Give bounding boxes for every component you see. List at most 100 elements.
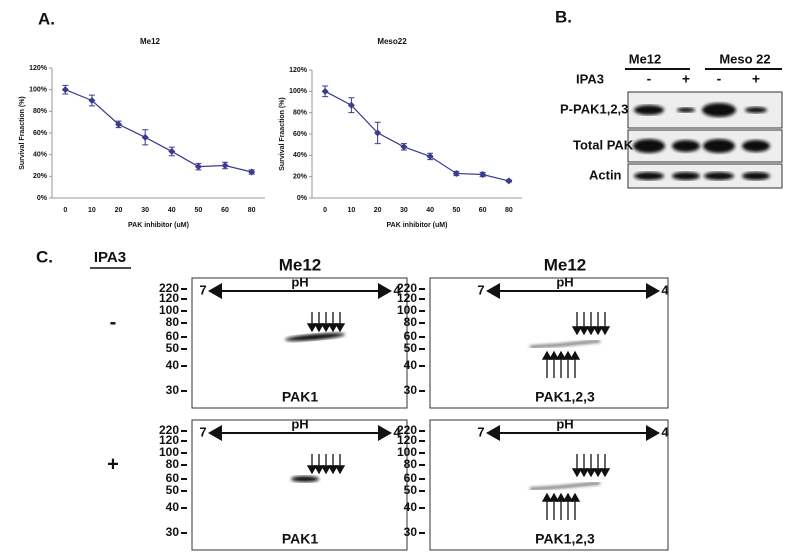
treatment-label: IPA3 xyxy=(576,71,604,86)
x-tick-label: 80 xyxy=(248,207,256,214)
marker-label: 40 xyxy=(404,358,418,372)
x-tick-label: 40 xyxy=(426,207,434,214)
ph-left: 7 xyxy=(477,424,484,439)
marker-label: 50 xyxy=(166,341,180,355)
y-tick-label: 100% xyxy=(289,88,308,95)
panel-label: C. xyxy=(36,247,53,266)
blot-title: Me12 xyxy=(279,255,322,274)
marker-label: 30 xyxy=(166,383,180,397)
row-label: P-PAK1,2,3 xyxy=(560,101,628,116)
x-tick-label: 0 xyxy=(323,207,327,214)
ph-left: 7 xyxy=(199,424,206,439)
marker-label: 220 xyxy=(159,281,179,295)
marker xyxy=(115,120,123,128)
x-tick-label: 10 xyxy=(88,207,96,214)
marker xyxy=(426,152,434,160)
x-tick-label: 40 xyxy=(168,207,176,214)
marker xyxy=(400,143,408,151)
gel-box xyxy=(191,277,408,409)
y-tick-label: 120% xyxy=(289,67,308,74)
treatment: - xyxy=(717,71,722,87)
band xyxy=(745,107,767,113)
marker-label: 80 xyxy=(166,315,180,329)
treatment: + xyxy=(752,71,760,87)
spot xyxy=(291,476,319,482)
ph-label: pH xyxy=(556,416,573,431)
y-tick-label: 100% xyxy=(29,87,48,94)
ph-right: 4 xyxy=(393,424,401,439)
marker-label: 80 xyxy=(166,457,180,471)
marker xyxy=(505,177,513,185)
protein-label: PAK1,2,3 xyxy=(535,389,595,405)
band xyxy=(742,172,770,180)
gel-box xyxy=(429,419,669,551)
ph-label: pH xyxy=(291,274,308,289)
treatment-label: IPA3 xyxy=(94,249,126,266)
ph-label: pH xyxy=(556,274,573,289)
marker xyxy=(347,101,355,109)
ph-label: pH xyxy=(291,416,308,431)
x-tick-label: 60 xyxy=(221,207,229,214)
marker xyxy=(374,129,382,137)
marker-label: 100 xyxy=(397,303,417,317)
row-label: Total PAK xyxy=(573,137,634,152)
band xyxy=(677,107,695,113)
band xyxy=(702,103,736,117)
line xyxy=(324,90,510,182)
marker-label: 220 xyxy=(159,423,179,437)
x-tick-label: 10 xyxy=(347,207,355,214)
cell-line: Meso 22 xyxy=(719,51,770,66)
band xyxy=(633,139,665,153)
band xyxy=(672,140,700,152)
band xyxy=(672,172,700,180)
protein-label: PAK1,2,3 xyxy=(535,531,595,547)
x-tick-label: 50 xyxy=(195,207,203,214)
x-tick-label: 20 xyxy=(115,207,123,214)
y-tick-label: 120% xyxy=(29,65,48,72)
protein-label: PAK1 xyxy=(282,389,319,405)
row-label: Actin xyxy=(589,167,622,182)
y-tick-label: 40% xyxy=(293,152,308,159)
band xyxy=(704,172,734,180)
y-axis-label: Survival Fraaction (%) xyxy=(279,97,286,171)
ph-left: 7 xyxy=(199,282,206,297)
marker-label: 80 xyxy=(404,315,418,329)
x-axis-label: PAK inhibitor (uM) xyxy=(387,222,448,229)
treatment: - xyxy=(647,71,652,87)
x-tick-label: 60 xyxy=(479,207,487,214)
marker-label: 120 xyxy=(159,433,179,447)
ph-right: 4 xyxy=(661,424,669,439)
y-tick-label: 20% xyxy=(33,173,48,180)
chart-title: Meso22 xyxy=(377,37,407,46)
marker-label: 60 xyxy=(404,471,418,485)
marker-label: 120 xyxy=(397,433,417,447)
y-tick-label: 0% xyxy=(297,195,308,202)
chart-title: Me12 xyxy=(140,37,161,46)
ph-right: 4 xyxy=(661,282,669,297)
marker xyxy=(479,171,487,179)
gel-box xyxy=(191,419,408,551)
spot xyxy=(529,482,601,490)
protein-label: PAK1 xyxy=(282,531,319,547)
marker xyxy=(321,87,329,95)
y-tick-label: 80% xyxy=(293,110,308,117)
x-tick-label: 80 xyxy=(505,207,513,214)
marker xyxy=(61,86,69,94)
ph-right: 4 xyxy=(393,282,401,297)
panel-label: B. xyxy=(555,7,572,26)
marker xyxy=(248,168,256,176)
marker xyxy=(194,163,202,171)
band xyxy=(634,105,664,115)
marker xyxy=(452,169,460,177)
treatment: + xyxy=(682,71,690,87)
x-tick-label: 20 xyxy=(374,207,382,214)
marker xyxy=(221,162,229,169)
y-tick-label: 40% xyxy=(33,152,48,159)
marker-label: 120 xyxy=(159,291,179,305)
marker-label: 30 xyxy=(404,383,418,397)
spot xyxy=(529,340,601,348)
marker xyxy=(168,147,176,155)
panel-label: A. xyxy=(38,9,55,28)
marker-label: 100 xyxy=(159,445,179,459)
blot-title: Me12 xyxy=(544,255,587,274)
